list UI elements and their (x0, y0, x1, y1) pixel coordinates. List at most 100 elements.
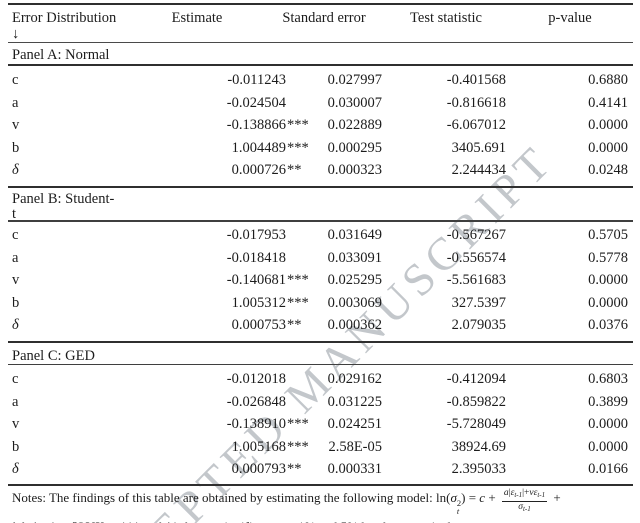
table-row: b 1.005168 *** 2.58E-05 38924.69 0.0000 (0, 438, 640, 456)
estimate-value: -0.024504 (226, 94, 286, 111)
test-stat-value: 38924.69 (451, 438, 506, 455)
param-label: v (12, 416, 20, 432)
p-value: 0.0000 (588, 117, 628, 133)
table-row: c -0.012018 0.029162 -0.412094 0.6803 (0, 370, 640, 388)
significance-stars: *** (287, 117, 309, 133)
panel-b-label-rule (8, 220, 633, 222)
p-value: 0.6803 (588, 371, 628, 387)
column-header-estimate: Estimate (171, 10, 223, 26)
estimate-value: 1.005312 (231, 294, 286, 311)
column-header-test-statistic: Test statistic (410, 10, 482, 26)
math-plus-end: + (550, 490, 561, 505)
estimate-value: 0.000726 (231, 162, 286, 178)
test-stat-value: 2.079035 (451, 317, 506, 333)
param-label: b (12, 438, 20, 455)
table-row: b 1.004489 *** 0.000295 3405.691 0.0000 (0, 139, 640, 157)
param-label: c (12, 72, 19, 88)
param-label: δ (12, 461, 19, 477)
panel-c-label: Panel C: GED (12, 348, 95, 364)
test-stat-value: -6.067012 (446, 117, 506, 133)
p-value: 0.0000 (588, 294, 628, 311)
param-label: v (12, 117, 20, 133)
estimate-value: -0.138910 (226, 416, 286, 432)
std-error-value: 0.022889 (327, 117, 382, 133)
table-bottom-rule (8, 484, 633, 486)
std-error-value: 0.031649 (327, 227, 382, 243)
significance-stars: *** (287, 416, 309, 432)
panel-c-label-rule (8, 363, 633, 365)
table-row: v -0.138910 *** 0.024251 -5.728049 0.000… (0, 415, 640, 433)
param-label: v (12, 272, 20, 288)
estimate-value: 0.000793 (231, 461, 286, 477)
std-error-value: 0.033091 (327, 249, 382, 266)
column-header-standard-error: Standard error (282, 10, 366, 26)
notes-intro: Notes: The findings of this table are ob… (12, 490, 436, 505)
estimate-value: -0.138866 (226, 117, 286, 133)
test-stat-value: -0.816618 (446, 94, 506, 111)
panel-a-label: Panel A: Normal (12, 47, 110, 63)
math-ln-open: ln( (436, 490, 451, 505)
param-label: δ (12, 317, 19, 333)
math-ln2: ln( (19, 519, 36, 523)
test-stat-value: -5.728049 (446, 416, 506, 432)
significance-stars: *** (287, 272, 309, 288)
std-error-value: 0.025295 (327, 272, 382, 288)
table-row: δ 0.000726 ** 0.000323 2.244434 0.0248 (0, 161, 640, 179)
panel-a-label-rule (8, 63, 633, 66)
std-error-value: 0.031225 (327, 393, 382, 410)
estimate-value: -0.017953 (226, 227, 286, 243)
column-header-p-value: p-value (548, 10, 592, 26)
math-b: b (12, 519, 19, 523)
param-label: a (12, 249, 19, 266)
std-error-value: 0.000362 (327, 317, 382, 333)
significance-stars: ** (287, 162, 302, 178)
panel-b-end-rule (8, 341, 633, 343)
table-row: v -0.140681 *** 0.025295 -5.561683 0.000… (0, 271, 640, 289)
estimate-value: 1.005168 (231, 438, 286, 455)
p-value: 0.5705 (588, 227, 628, 243)
test-stat-value: -0.556574 (446, 249, 506, 266)
std-error-value: 2.58E-05 (328, 438, 382, 455)
table-row: a -0.018418 0.033091 -0.556574 0.5778 (0, 249, 640, 267)
math-sigma2: σ (36, 519, 42, 523)
std-error-value: 0.000331 (327, 461, 382, 477)
estimate-value: -0.018418 (226, 249, 286, 266)
param-label: b (12, 139, 20, 156)
p-value: 0.0248 (588, 162, 628, 178)
table-row: b 1.005312 *** 0.003069 327.5397 0.0000 (0, 294, 640, 312)
p-value: 0.0000 (588, 416, 628, 432)
table-row: a -0.026848 0.031225 -0.859822 0.3899 (0, 393, 640, 411)
significance-stars: *** (287, 139, 309, 156)
table-row: δ 0.000753 ** 0.000362 2.079035 0.0376 (0, 316, 640, 334)
param-label: b (12, 294, 20, 311)
p-value: 0.0000 (588, 139, 628, 156)
p-value: 0.0376 (588, 317, 628, 333)
p-value: 0.6880 (588, 72, 628, 88)
estimate-value: -0.140681 (226, 272, 286, 288)
estimate-value: -0.012018 (226, 371, 286, 387)
p-value: 0.0000 (588, 438, 628, 455)
down-arrow-icon: ↓ (12, 26, 20, 42)
param-label: c (12, 227, 19, 243)
panel-a-end-rule (8, 185, 633, 188)
math-close-plus: ) + (52, 519, 70, 523)
significance-stars: *** (287, 294, 309, 311)
table-row: v -0.138866 *** 0.022889 -6.067012 0.000… (0, 116, 640, 134)
std-error-value: 0.003069 (327, 294, 382, 311)
test-stat-value: -0.401568 (446, 72, 506, 88)
p-value: 0.3899 (588, 393, 628, 410)
std-error-value: 0.000295 (327, 139, 382, 156)
test-stat-value: 2.395033 (451, 461, 506, 477)
math-plus: + (485, 490, 499, 505)
std-error-value: 0.029162 (327, 371, 382, 387)
table-row: a -0.024504 0.030007 -0.816618 0.4141 (0, 94, 640, 112)
column-header-error-distribution: Error Distribution (12, 10, 117, 26)
p-value: 0.5778 (588, 249, 628, 266)
significance-stars: ** (287, 461, 302, 477)
notes-tail: . *** and ** denote significance at 1% a… (114, 519, 460, 523)
table-row: c -0.011243 0.027997 -0.401568 0.6880 (0, 71, 640, 89)
panel-b-label: Panel B: Student- (12, 191, 115, 207)
